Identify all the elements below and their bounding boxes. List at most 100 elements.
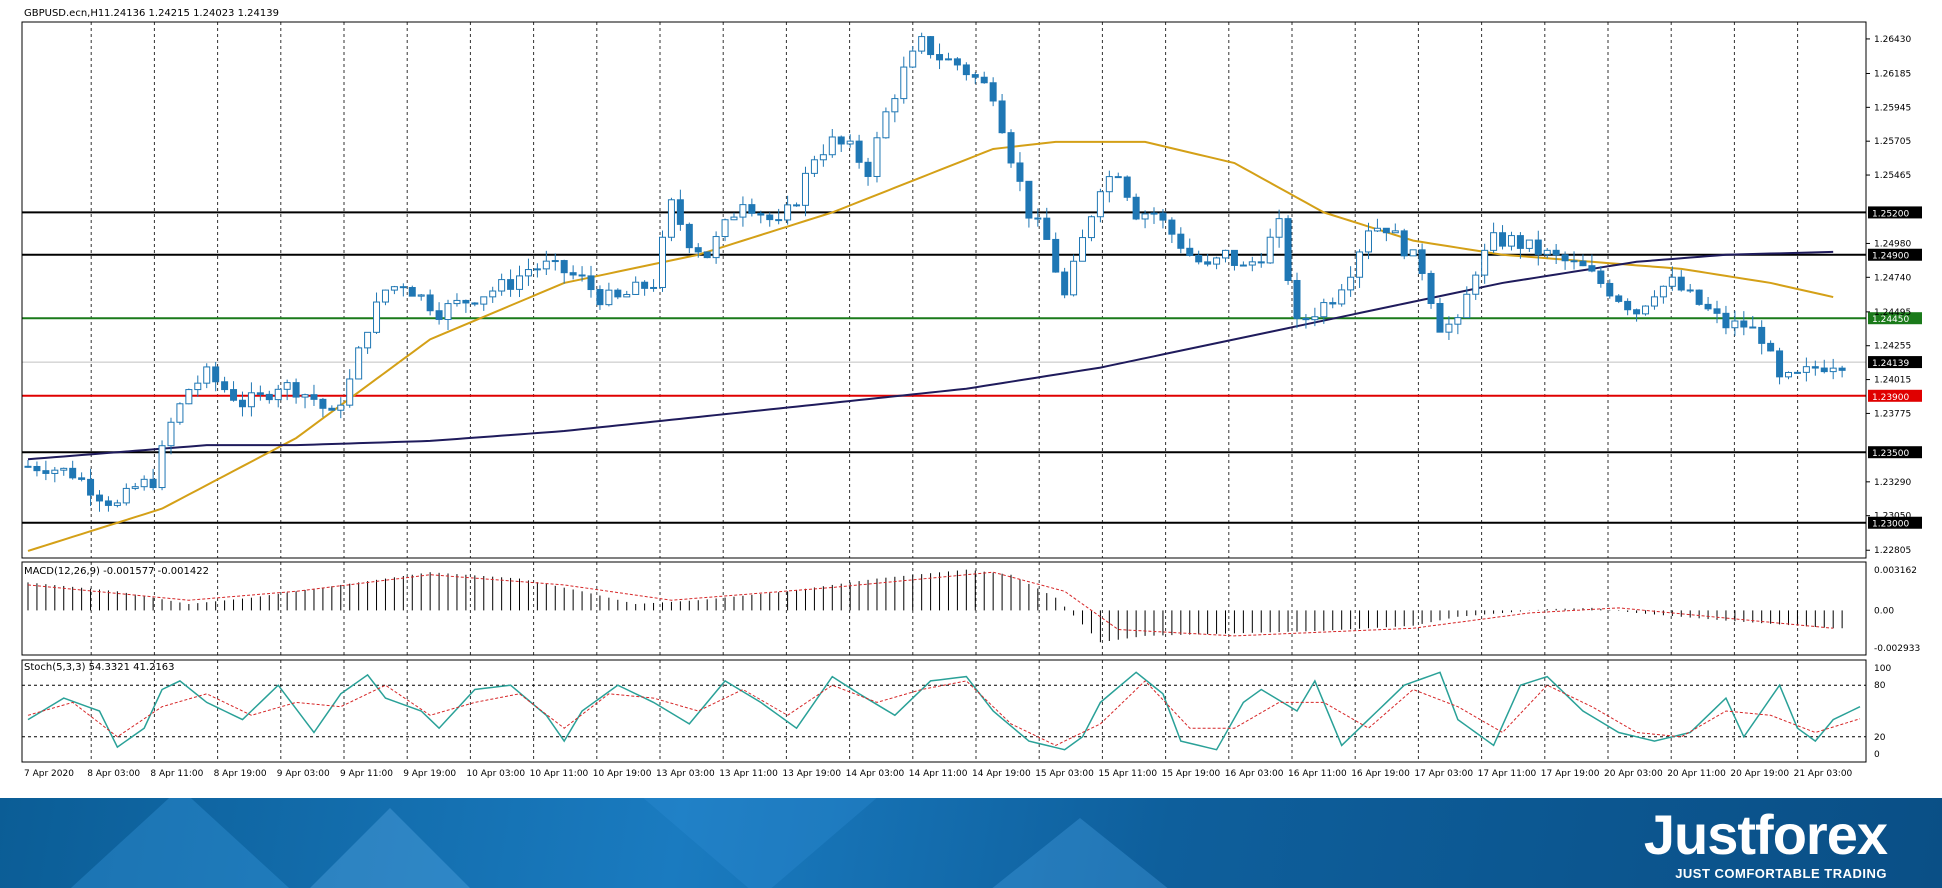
ohlc-label: 1.24136 1.24215 1.24023 1.24139 (104, 8, 279, 19)
candle-body (301, 394, 309, 398)
candle-body (1105, 176, 1113, 193)
candle-body (1624, 300, 1632, 311)
candle-body (319, 398, 327, 409)
candle-body (1070, 260, 1078, 296)
candle-body (1490, 232, 1498, 251)
candle-body (1079, 237, 1087, 262)
candle-body (614, 289, 622, 298)
y-tick-label: 1.24255 (1874, 342, 1911, 352)
candle-body (1758, 326, 1766, 344)
candle-body (462, 299, 470, 304)
candle-body (1463, 293, 1471, 319)
candle-body (1597, 270, 1605, 284)
candle-body (1749, 326, 1757, 329)
stoch-tick-label: 20 (1874, 733, 1886, 743)
candle-body (1686, 289, 1694, 292)
candle-body (810, 159, 818, 174)
x-tick-label: 15 Apr 03:00 (1035, 769, 1094, 779)
candle-body (167, 421, 175, 447)
candle-body (793, 204, 801, 207)
candle-body (113, 502, 121, 506)
candle-body (131, 486, 139, 489)
x-tick-label: 16 Apr 19:00 (1351, 769, 1410, 779)
candle-body (122, 487, 130, 504)
horizontal-levels: 1.25200 1.24900 1.24450 1.23900 1.23500 1.230… (22, 206, 1922, 530)
candle-body (1302, 317, 1310, 321)
candle-body (212, 366, 220, 383)
y-tick-label: 1.26430 (1874, 35, 1911, 45)
candle-body (551, 260, 559, 263)
candle-body (846, 140, 854, 145)
stoch-signal-line (27, 680, 1861, 746)
candle-body (1159, 212, 1167, 221)
candle-body (560, 260, 568, 274)
y-tick-label: 1.23775 (1874, 409, 1911, 419)
candle-body (855, 140, 863, 163)
candle-body (480, 296, 488, 305)
y-tick-label: 1.24980 (1874, 239, 1911, 249)
candle-body (1186, 247, 1194, 256)
candle-body (1731, 320, 1739, 329)
current-price-box (1868, 356, 1922, 369)
candle-body (971, 74, 979, 78)
candle-body (498, 279, 506, 292)
candle-body (524, 269, 532, 277)
candle-body (775, 219, 783, 222)
x-tick-label: 15 Apr 19:00 (1162, 769, 1221, 779)
level-price-label: 1.23000 (1872, 520, 1909, 530)
macd-tick-label: -0.002933 (1874, 644, 1920, 654)
candle-body (953, 58, 961, 66)
candle-body (1793, 371, 1801, 374)
candle-body (256, 392, 264, 395)
candle-body (471, 302, 479, 305)
candle-body (381, 289, 389, 303)
candle-body (1043, 217, 1051, 240)
y-tick-label: 1.25705 (1874, 137, 1911, 147)
candle-body (1445, 323, 1453, 333)
level-price-box (1868, 206, 1922, 219)
candle-body (801, 172, 809, 206)
candle-body (247, 392, 255, 408)
x-tick-label: 17 Apr 19:00 (1541, 769, 1600, 779)
candle-body (104, 500, 112, 506)
candle-body (69, 467, 77, 479)
candle-body (918, 36, 926, 52)
stoch-tick-label: 100 (1874, 664, 1891, 674)
candle-body (1275, 218, 1283, 238)
candle-body (1704, 303, 1712, 310)
stochastic-panel: 100 80 20 0 (22, 664, 1891, 760)
x-tick-label: 14 Apr 11:00 (909, 769, 968, 779)
y-tick-label: 1.24015 (1874, 376, 1911, 386)
candle-body (1239, 264, 1247, 267)
candle-body (292, 382, 300, 398)
candle-body (1329, 302, 1337, 305)
candle-body (900, 66, 908, 100)
macd-signal-line (27, 571, 1834, 637)
current-price-label: 1.24139 (1872, 359, 1909, 369)
candle-body (936, 54, 944, 61)
brand-banner: Justforex JUST COMFORTABLE TRADING (0, 798, 1942, 888)
candle-body (1248, 261, 1256, 266)
candle-body (641, 281, 649, 289)
candle-body (489, 290, 497, 298)
candle-body (1132, 196, 1140, 220)
candle-body (1499, 232, 1507, 247)
y-tick-label: 1.25945 (1874, 103, 1911, 113)
x-tick-label: 20 Apr 19:00 (1730, 769, 1789, 779)
macd-panel: 0.003162 0.00 -0.002933 (27, 566, 1920, 654)
candle-body (873, 137, 881, 177)
x-tick-label: 13 Apr 11:00 (719, 769, 778, 779)
y-tick-label: 1.22805 (1874, 546, 1911, 556)
candle-body (176, 403, 184, 423)
candle-body (1802, 366, 1810, 373)
candle-body (909, 50, 917, 68)
candle-body (1347, 276, 1355, 291)
candle-body (667, 199, 675, 238)
candle-body (87, 478, 95, 496)
candle-body (757, 212, 765, 216)
candle-body (1436, 302, 1444, 333)
candle-body (51, 469, 59, 474)
main-panel-frame (21, 21, 1867, 559)
candle-body (221, 381, 229, 391)
candles (24, 32, 1846, 512)
